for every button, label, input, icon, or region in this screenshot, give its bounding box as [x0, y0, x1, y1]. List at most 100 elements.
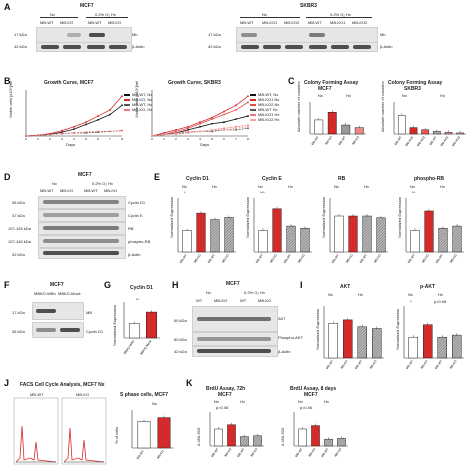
data-point	[199, 122, 201, 125]
panel-a-right-cond2: 0.2% O₂ Hx	[330, 12, 351, 17]
blot-band	[87, 45, 105, 49]
panel-f-lane1: MBKO-WBn	[34, 291, 56, 296]
data-point	[187, 127, 189, 130]
bar	[145, 311, 158, 339]
data-point	[61, 132, 63, 135]
blot-band	[241, 33, 257, 37]
x-tick-label: 6	[223, 137, 225, 141]
panel-c-right-title: Colony Forming Assay	[388, 80, 443, 86]
panel-g-sig: **	[136, 297, 140, 302]
panel-e-cond2: Hx	[364, 184, 369, 189]
panel-d-cond2: 0.2% O₂ Hx	[92, 181, 113, 186]
panel-h-title: MCF7	[226, 281, 240, 287]
panel-a-right-row1: Mb	[380, 32, 386, 37]
x-tick-label: 6	[97, 137, 99, 141]
x-tick-label: MB-WT	[337, 135, 346, 146]
x-tick-label: MB-WT	[320, 447, 329, 458]
legend-swatch	[250, 108, 256, 111]
panel-d-lane2: MB-KO	[60, 188, 74, 193]
panel-a-left-kda2: 42 kDa	[14, 44, 27, 49]
panel-c-right-sub: SKBR3	[404, 86, 421, 92]
panel-h-kda2: 60 kDa	[174, 337, 187, 342]
panel-j-bar-title: S phase cells, MCF7	[120, 392, 169, 398]
panel-d-rb-blot	[38, 222, 126, 235]
panel-k-right-ylabel: A 450-620	[280, 427, 285, 446]
panel-c-left-ylabel: Absolute number of colonies	[296, 81, 301, 132]
x-tick-label: MB-KO2	[416, 135, 426, 147]
series-line	[25, 95, 123, 137]
bar	[348, 215, 358, 253]
bar	[376, 217, 386, 253]
data-point	[223, 127, 225, 130]
panel-a-right-title: SKBR3	[300, 3, 317, 9]
panel-k-right-cond2: Hx	[324, 399, 329, 404]
blot-band	[36, 328, 56, 332]
data-point	[187, 130, 189, 133]
panel-h-row3: β-Actin	[278, 349, 291, 354]
panel-j-title: FACS Cell Cycle Analysis, MCF7 Nx	[20, 382, 105, 388]
data-point	[73, 132, 75, 134]
data-point	[211, 122, 213, 125]
x-tick-label: MB-KO	[420, 359, 429, 370]
panel-d-kda4: 107-145 kDa	[8, 239, 31, 244]
panel-a-left-actin-blot	[36, 42, 132, 52]
panel-d-cyclind1-blot	[38, 196, 126, 209]
data-point	[211, 130, 213, 133]
panel-e-chart-title: RB	[338, 176, 346, 182]
blot-band	[89, 33, 105, 37]
data-point	[85, 121, 87, 124]
panel-e-cond1: Nx	[258, 184, 263, 189]
panel-d-lane4: MB-KO	[104, 188, 118, 193]
bar	[311, 425, 320, 447]
data-point	[247, 127, 249, 130]
panel-h-akt-blot	[192, 306, 278, 332]
bar	[137, 421, 151, 449]
panel-a-right-lane3: MB-KO2	[284, 20, 300, 25]
bar	[444, 132, 453, 135]
panel-c-right-ylabel: Absolute number of colonies	[380, 81, 385, 132]
data-point	[121, 104, 123, 107]
panel-d-row3: RB	[128, 226, 134, 231]
panel-f-kda2: 36 kDa	[12, 329, 25, 334]
x-tick-label: MB-KO	[340, 359, 349, 370]
legend-swatch	[124, 108, 130, 111]
blot-band	[285, 45, 303, 49]
data-point	[175, 128, 177, 131]
panel-h-actin-blot	[192, 346, 278, 357]
panel-a-right-cond1: Nx	[262, 12, 267, 17]
panel-label-i: I	[300, 280, 303, 290]
panel-a-left-row1: Mb	[132, 32, 138, 37]
bar	[438, 227, 448, 253]
legend-entry: MB-WT, Nx	[124, 92, 152, 97]
panel-k-left-cond2: Hx	[240, 399, 245, 404]
x-tick-label: 3	[61, 137, 63, 141]
data-point	[109, 130, 111, 133]
bar	[182, 230, 192, 253]
x-tick-label: 2	[49, 137, 51, 141]
legend-label: MB-KO, Hx	[132, 107, 153, 112]
x-tick-label: MB-WT	[354, 359, 363, 370]
panel-i-chart-title: p-AKT	[420, 284, 435, 290]
x-tick-label: 5	[85, 137, 87, 141]
data-point	[109, 109, 111, 111]
panel-label-h: H	[172, 280, 179, 290]
blot-band	[43, 226, 119, 230]
panel-h-lane2: MB-KO	[214, 298, 228, 303]
panel-e-sig: **	[412, 190, 416, 195]
panel-d-cycline-blot	[38, 209, 126, 222]
bar	[327, 111, 337, 135]
panel-label-d: D	[4, 172, 11, 182]
panel-e-bar-chart: MB-WT MB-KO MB-WT MB-KO	[253, 198, 312, 264]
panel-k-right-sub: MCF7	[304, 392, 318, 398]
bar	[334, 215, 344, 253]
panel-i-pval: p=0.08	[434, 299, 447, 304]
panel-e-bar-chart: MB-WT MB-KO MB-WT MB-KO	[405, 198, 464, 264]
x-tick-label: MB-WT	[394, 135, 403, 146]
legend-label: MB-WT, Nx	[258, 92, 279, 97]
panel-a-right-mb-blot	[236, 27, 378, 43]
panel-a-right-lane4: MB-WT	[308, 20, 322, 25]
bar	[408, 336, 418, 359]
data-point	[97, 115, 99, 117]
bar	[372, 328, 382, 359]
x-tick-label: MB-KO	[373, 253, 382, 264]
